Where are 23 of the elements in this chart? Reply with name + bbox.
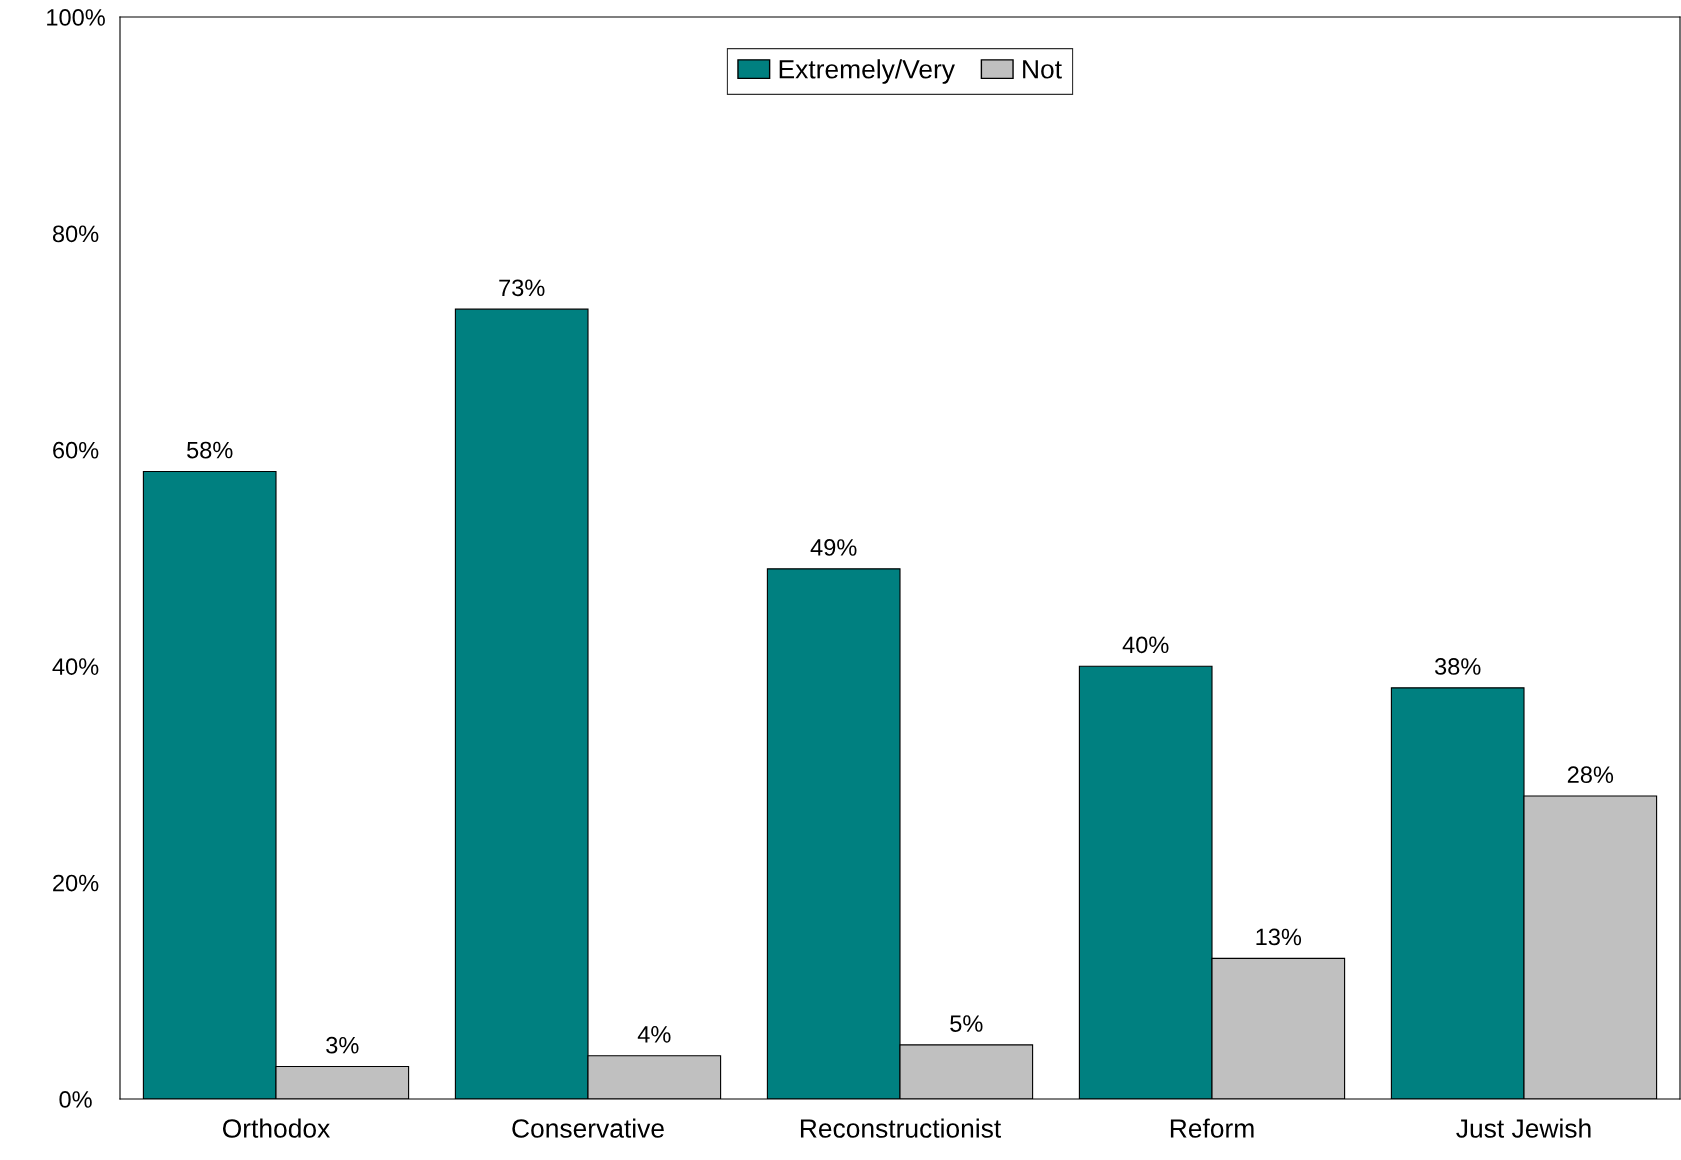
x-tick-label: Reform <box>1170 1118 1254 1138</box>
y-tick-label: 100% <box>47 9 105 26</box>
data-label: 5% <box>950 1015 983 1032</box>
data-label: 13% <box>1256 928 1302 946</box>
x-tick-label: Just Jewish <box>1456 1118 1591 1138</box>
data-label: 49% <box>810 539 857 556</box>
data-label: 58% <box>187 441 233 459</box>
y-tick-label: 0% <box>59 1091 92 1108</box>
x-tick-label: Conservative <box>512 1118 664 1138</box>
data-label: 73% <box>499 279 545 297</box>
y-tick-label: 40% <box>52 658 99 675</box>
data-label: 38% <box>1434 658 1481 675</box>
legend-label: Extremely/Very <box>779 59 955 84</box>
data-label: 3% <box>326 1036 359 1054</box>
y-tick-label: 20% <box>53 874 99 892</box>
x-tick-label: Orthodox <box>222 1118 330 1138</box>
y-tick-label: 60% <box>53 441 99 459</box>
legend-label: Not <box>1023 60 1062 79</box>
x-tick-label: Reconstructionist <box>800 1118 1002 1138</box>
y-tick-label: 80% <box>52 225 99 243</box>
data-label: 4% <box>637 1026 671 1043</box>
data-label: 28% <box>1567 766 1614 784</box>
data-label: 40% <box>1122 636 1169 654</box>
